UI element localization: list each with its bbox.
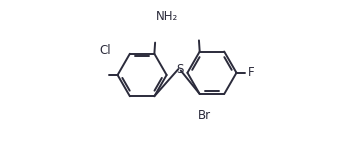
Text: Br: Br (198, 109, 211, 122)
Text: S: S (176, 63, 183, 76)
Text: F: F (248, 66, 255, 79)
Text: Cl: Cl (100, 44, 111, 57)
Text: NH₂: NH₂ (156, 10, 178, 23)
